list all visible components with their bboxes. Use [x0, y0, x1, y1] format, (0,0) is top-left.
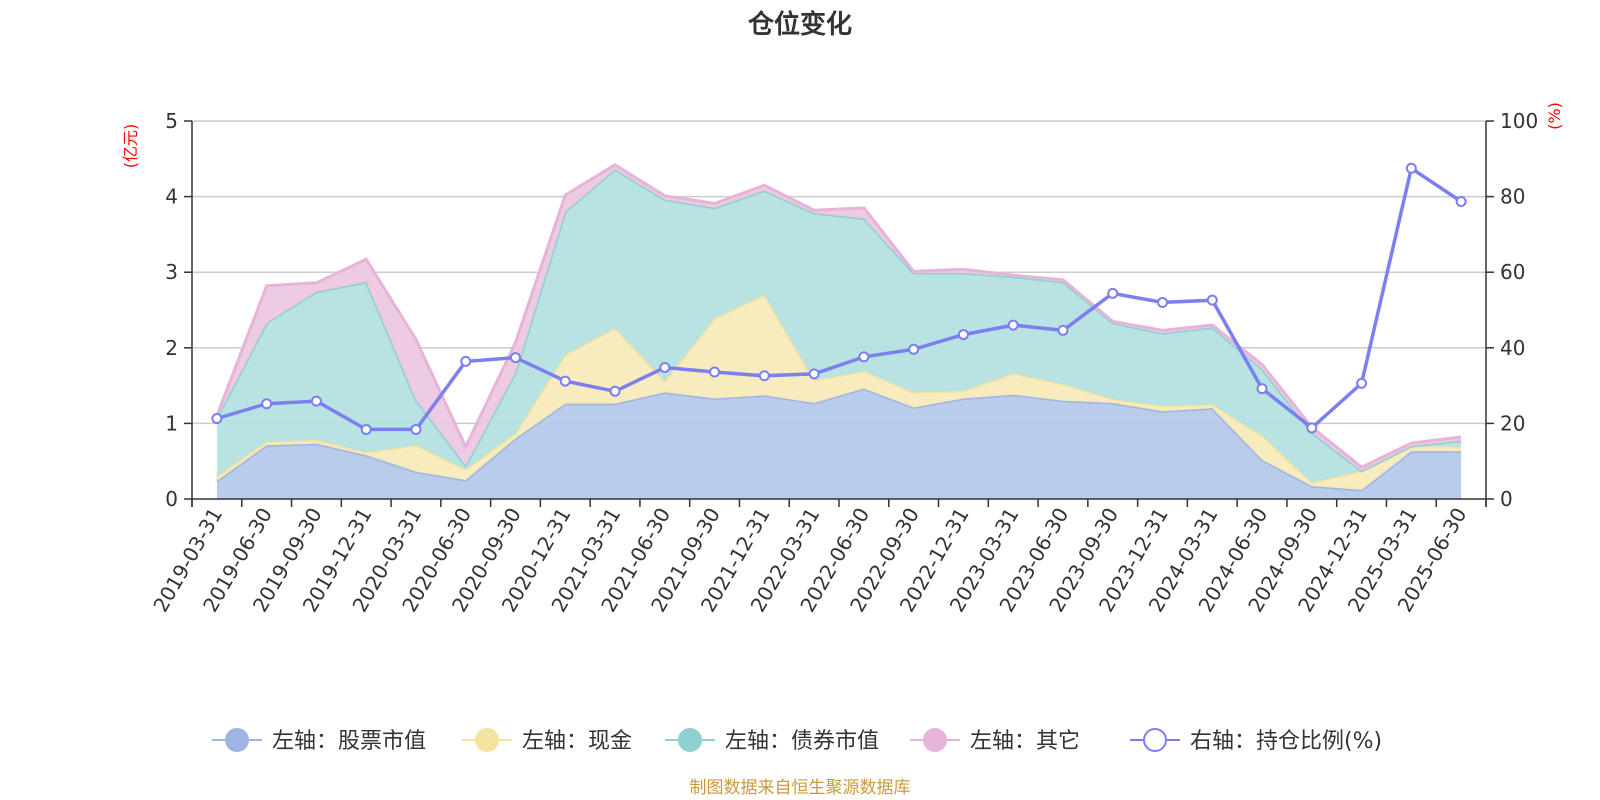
left-tick-label: 5	[165, 109, 178, 133]
right-tick-label: 0	[1500, 487, 1513, 511]
ratio-point	[1455, 196, 1467, 208]
ratio-point	[1206, 294, 1218, 306]
ratio-point	[1405, 162, 1417, 174]
ratio-point	[908, 343, 920, 355]
right-tick-label: 20	[1500, 411, 1525, 435]
area-series-0	[216, 388, 1462, 499]
legend-marker	[225, 728, 249, 752]
area-edge-2	[215, 167, 1462, 473]
footer-source: 制图数据来自恒生聚源数据库	[690, 778, 911, 798]
right-tick-label: 40	[1500, 336, 1525, 360]
stacked-areas	[215, 163, 1462, 499]
ratio-point	[609, 385, 621, 397]
legend-label: 左轴：债券市值	[725, 729, 879, 754]
legend-marker	[1143, 728, 1167, 752]
ratio-point	[559, 375, 571, 387]
legend-marker	[923, 728, 947, 752]
ratio-point	[709, 366, 721, 378]
left-tick-label: 3	[165, 260, 178, 284]
ratio-point	[261, 398, 273, 410]
legend-marker	[475, 728, 499, 752]
ratio-point	[211, 412, 223, 424]
left-axis-unit: (亿元)	[121, 124, 140, 169]
ratio-point	[808, 368, 820, 380]
ratio-point	[510, 352, 521, 364]
legend-marker	[678, 728, 702, 752]
ratio-point	[758, 370, 770, 382]
right-tick-label: 80	[1500, 185, 1525, 209]
right-axis-unit: (%)	[1545, 102, 1564, 130]
right-tick-label: 60	[1500, 260, 1525, 284]
legend-label: 左轴：现金	[522, 729, 632, 754]
ratio-point	[1256, 383, 1268, 395]
ratio-point	[858, 351, 870, 363]
ratio-point	[410, 423, 422, 435]
area-series-1	[216, 294, 1462, 490]
right-tick-label: 100	[1500, 109, 1538, 133]
area-series-2	[216, 169, 1462, 483]
legend: 左轴：股票市值 左轴：现金 左轴：债券市值 左轴：其它 右轴：持仓比例(%)	[212, 728, 1382, 754]
area-edge-3	[215, 163, 1462, 469]
left-tick-label: 4	[165, 185, 178, 209]
left-tick-label: 0	[165, 487, 178, 511]
ratio-point	[1306, 422, 1318, 434]
ratio-point	[360, 423, 372, 435]
ratio-point	[659, 361, 671, 373]
ratio-point	[1057, 324, 1069, 336]
ratio-line	[211, 162, 1467, 435]
ratio-point	[310, 395, 322, 407]
ratio-point	[957, 329, 969, 341]
chart-title: 仓位变化	[747, 9, 852, 40]
ratio-point	[1356, 377, 1368, 389]
legend-label: 左轴：其它	[970, 729, 1080, 754]
ratio-line-path	[216, 165, 1463, 432]
legend-label: 右轴：持仓比例(%)	[1190, 729, 1382, 754]
ratio-point	[1007, 319, 1019, 331]
ratio-point	[460, 355, 472, 367]
ratio-point	[1157, 296, 1168, 308]
legend-label: 左轴：股票市值	[272, 729, 426, 754]
left-tick-label: 1	[165, 411, 178, 435]
left-tick-label: 2	[165, 336, 178, 360]
ratio-point	[1107, 287, 1119, 299]
